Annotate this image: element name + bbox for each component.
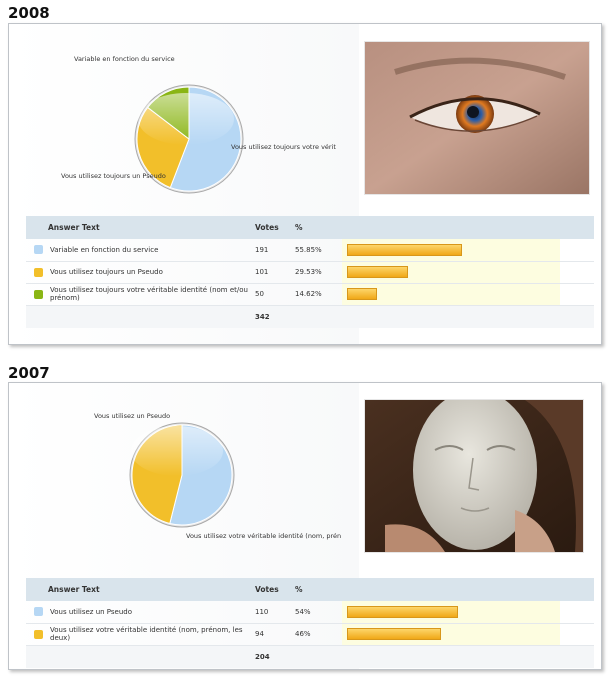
col-header-answer: Answer Text: [26, 216, 254, 239]
votes-cell: 50: [254, 283, 294, 306]
table-row: Variable en fonction du service 191 55.85%: [26, 239, 594, 262]
bar-cell: [342, 601, 560, 624]
bar-cell: [342, 261, 560, 284]
answer-text: Vous utilisez votre véritable identité (…: [50, 626, 243, 642]
legend-swatch: [34, 607, 43, 617]
legend-swatch: [34, 289, 43, 299]
pie-label-identite: Vous utilisez toujours votre vérit: [231, 143, 336, 151]
year-heading-2007: 2007: [8, 364, 50, 382]
answer-cell: Vous utilisez toujours votre véritable i…: [26, 283, 254, 306]
results-table-2007: Answer Text Votes % Vous utilisez un Pse…: [26, 578, 594, 668]
answer-cell: Vous utilisez toujours un Pseudo: [26, 261, 254, 284]
votes-cell: 191: [254, 239, 294, 262]
pie-label-pseudo: Vous utilisez un Pseudo: [94, 412, 171, 420]
col-header-votes: Votes: [254, 578, 294, 601]
table-row: Vous utilisez toujours votre véritable i…: [26, 283, 594, 306]
percent-cell: 54%: [294, 601, 342, 624]
col-header-answer: Answer Text: [26, 578, 254, 601]
votes-cell: 94: [254, 623, 294, 646]
total-votes: 204: [254, 645, 294, 668]
rows-2008: Variable en fonction du service 191 55.85%…: [26, 239, 594, 328]
col-header-percent: %: [294, 578, 342, 601]
answer-text: Vous utilisez un Pseudo: [50, 607, 133, 616]
answer-text: Variable en fonction du service: [50, 245, 159, 254]
pie-label-variable: Variable en fonction du service: [74, 55, 175, 63]
col-header-votes: Votes: [254, 216, 294, 239]
answer-text: Vous utilisez toujours un Pseudo: [50, 268, 163, 276]
answer-text: Vous utilisez toujours votre véritable i…: [50, 286, 248, 302]
percent-cell: 46%: [294, 623, 342, 646]
pie-label-pseudo: Vous utilisez toujours un Pseudo: [61, 172, 166, 180]
table-row: Vous utilisez un Pseudo 110 54%: [26, 601, 594, 624]
percent-cell: 14.62%: [294, 283, 342, 306]
total-row: 204: [26, 645, 594, 668]
percent-bar: [347, 288, 377, 300]
rows-2007: Vous utilisez un Pseudo 110 54% Vous utilis…: [26, 601, 594, 668]
eye-photo: [364, 41, 590, 195]
percent-cell: 55.85%: [294, 239, 342, 262]
col-header-percent: %: [294, 216, 342, 239]
poll-panel-2007: Vous utilisez un Pseudo Vous utilisez vo…: [8, 382, 602, 670]
bar-cell: [342, 623, 560, 646]
pie-chart-2007: [129, 422, 235, 528]
table-row: Vous utilisez votre véritable identité (…: [26, 623, 594, 646]
votes-cell: 110: [254, 601, 294, 624]
answer-cell: Vous utilisez un Pseudo: [26, 601, 254, 624]
votes-cell: 101: [254, 261, 294, 284]
eye-photo-icon: [365, 42, 589, 194]
pie-gloss: [138, 93, 234, 145]
mannequin-photo-icon: [365, 400, 583, 552]
total-votes: 342: [254, 305, 294, 328]
bar-cell: [342, 283, 560, 306]
percent-cell: 29.53%: [294, 261, 342, 284]
answer-cell: Variable en fonction du service: [26, 239, 254, 262]
results-table-2008: Answer Text Votes % Variable en fonction…: [26, 216, 594, 328]
legend-swatch: [34, 267, 43, 277]
table-row: Vous utilisez toujours un Pseudo 101 29.53…: [26, 261, 594, 284]
year-heading-2008: 2008: [8, 4, 50, 22]
pie-label-identite: Vous utilisez votre véritable identité (…: [186, 532, 342, 540]
mannequin-photo: [364, 399, 584, 553]
legend-swatch: [34, 629, 43, 639]
poll-panel-2008: Variable en fonction du service Vous uti…: [8, 23, 602, 345]
percent-bar: [347, 628, 442, 640]
answer-cell: Vous utilisez votre véritable identité (…: [26, 623, 254, 646]
percent-bar: [347, 266, 408, 278]
bar-cell: [342, 239, 560, 262]
total-row: 342: [26, 305, 594, 328]
pie-chart-2008: [134, 84, 244, 194]
pie-gloss: [131, 426, 223, 476]
percent-bar: [347, 243, 462, 256]
percent-bar: [347, 605, 458, 618]
legend-swatch: [34, 245, 43, 255]
